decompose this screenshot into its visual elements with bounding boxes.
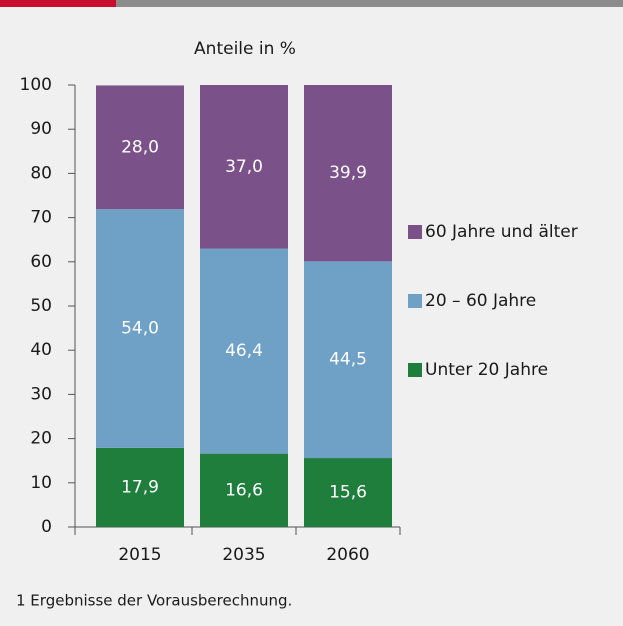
legend-label: 60 Jahre und älter bbox=[425, 222, 578, 242]
bar-segment bbox=[200, 453, 288, 527]
value-label: 15,6 bbox=[329, 483, 367, 503]
y-tick-label: 50 bbox=[30, 296, 52, 316]
top-bar bbox=[0, 0, 623, 7]
value-label: 28,0 bbox=[121, 137, 159, 157]
footnote: 1 Ergebnisse der Vorausberechnung. bbox=[16, 592, 292, 610]
y-tick-label: 40 bbox=[30, 340, 52, 360]
legend-swatch bbox=[408, 225, 422, 239]
y-tick-label: 70 bbox=[30, 208, 52, 228]
value-label: 39,9 bbox=[329, 163, 367, 183]
y-tick-label: 80 bbox=[30, 163, 52, 183]
legend-swatch bbox=[408, 294, 422, 308]
top-bar-accent bbox=[0, 0, 116, 7]
x-tick-label: 2015 bbox=[118, 545, 161, 565]
y-tick-label: 20 bbox=[30, 429, 52, 449]
bar-segment bbox=[200, 85, 288, 249]
y-tick-label: 10 bbox=[30, 473, 52, 493]
bar-segment bbox=[96, 209, 184, 448]
bar-segment bbox=[200, 248, 288, 454]
value-label: 17,9 bbox=[121, 477, 159, 497]
x-tick-label: 2035 bbox=[222, 545, 265, 565]
bar-segment bbox=[96, 447, 184, 527]
y-tick-label: 30 bbox=[30, 384, 52, 404]
bar-segment bbox=[304, 261, 392, 459]
legend-swatch bbox=[408, 363, 422, 377]
y-tick-label: 100 bbox=[20, 75, 52, 95]
value-label: 46,4 bbox=[225, 341, 263, 361]
value-label: 37,0 bbox=[225, 157, 263, 177]
legend-label: 20 – 60 Jahre bbox=[425, 291, 536, 311]
value-label: 16,6 bbox=[225, 480, 263, 500]
value-label: 54,0 bbox=[121, 319, 159, 339]
y-tick-label: 60 bbox=[30, 252, 52, 272]
value-label: 44,5 bbox=[329, 350, 367, 370]
legend-label: Unter 20 Jahre bbox=[425, 360, 548, 380]
x-tick-label: 2060 bbox=[326, 545, 369, 565]
bar-segment bbox=[304, 458, 392, 527]
y-tick-label: 90 bbox=[30, 119, 52, 139]
bar-segment bbox=[96, 85, 184, 210]
bar-segment bbox=[304, 85, 392, 262]
y-tick-label: 0 bbox=[41, 517, 52, 537]
chart-title: Anteile in % bbox=[194, 39, 296, 59]
